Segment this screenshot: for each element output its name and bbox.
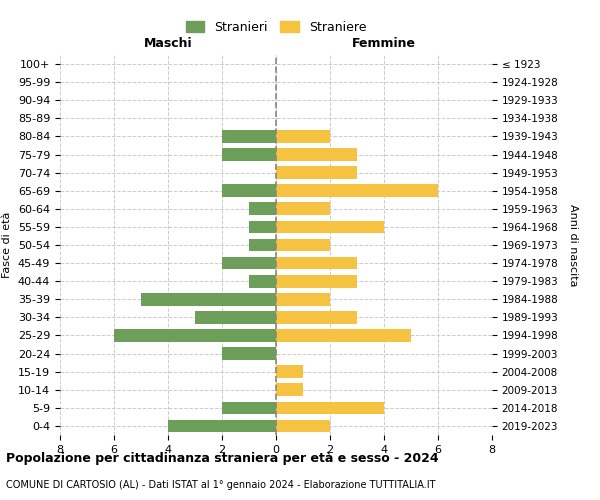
Bar <box>276 184 438 197</box>
Text: Popolazione per cittadinanza straniera per età e sesso - 2024: Popolazione per cittadinanza straniera p… <box>6 452 439 465</box>
Bar <box>276 402 384 414</box>
Bar <box>276 275 357 287</box>
Bar <box>276 202 330 215</box>
Bar <box>276 384 303 396</box>
Bar <box>276 130 330 143</box>
Bar <box>249 238 276 252</box>
Text: Maschi: Maschi <box>143 36 193 50</box>
Bar <box>276 220 384 233</box>
Bar <box>276 366 303 378</box>
Bar <box>222 184 276 197</box>
Bar <box>222 257 276 270</box>
Legend: Stranieri, Straniere: Stranieri, Straniere <box>181 16 371 38</box>
Bar <box>222 402 276 414</box>
Bar <box>114 329 276 342</box>
Bar <box>141 293 276 306</box>
Bar <box>249 202 276 215</box>
Bar <box>249 275 276 287</box>
Bar <box>195 311 276 324</box>
Bar <box>222 347 276 360</box>
Bar <box>276 257 357 270</box>
Y-axis label: Fasce di età: Fasce di età <box>2 212 13 278</box>
Text: COMUNE DI CARTOSIO (AL) - Dati ISTAT al 1° gennaio 2024 - Elaborazione TUTTITALI: COMUNE DI CARTOSIO (AL) - Dati ISTAT al … <box>6 480 436 490</box>
Bar <box>276 238 330 252</box>
Text: Femmine: Femmine <box>352 36 416 50</box>
Bar <box>222 148 276 161</box>
Bar <box>276 329 411 342</box>
Bar <box>276 293 330 306</box>
Bar <box>276 311 357 324</box>
Bar <box>222 130 276 143</box>
Y-axis label: Anni di nascita: Anni di nascita <box>568 204 578 286</box>
Bar <box>276 148 357 161</box>
Bar <box>276 420 330 432</box>
Bar <box>249 220 276 233</box>
Bar <box>276 166 357 179</box>
Bar <box>168 420 276 432</box>
